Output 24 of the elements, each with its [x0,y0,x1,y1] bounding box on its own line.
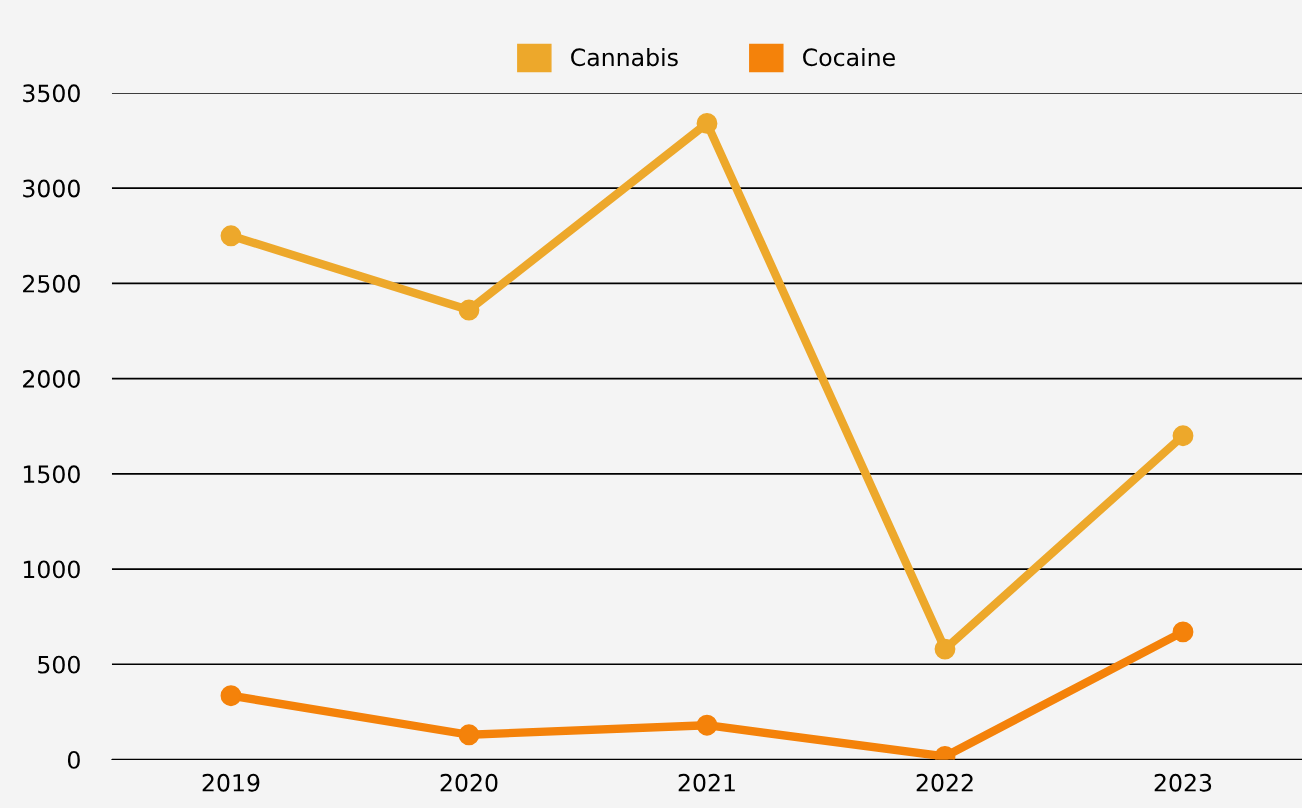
x-tick-label: 2021 [678,773,735,792]
point [696,112,718,134]
legend-label: Cannabis [571,47,678,67]
point [458,724,480,746]
x-tick-label: 2023 [1154,773,1212,792]
y-tick-label: 2000 [23,370,80,388]
x-tick-label: 2019 [202,773,260,792]
y-tick-label: 3000 [23,179,80,198]
legend-label: Cocaine [803,47,895,67]
point [1172,621,1194,643]
point [220,685,242,707]
point [220,225,242,247]
point [696,714,718,736]
y-tick-label: 500 [38,655,80,674]
x-tick-label: 2020 [440,773,498,792]
x-tick-label: 2022 [916,773,973,792]
y-tick-label: 3500 [23,84,80,103]
point [934,638,956,660]
y-tick-label: 1500 [23,465,80,484]
y-tick-label: 2500 [23,274,80,293]
point [1172,425,1194,447]
y-tick-label: 1000 [23,560,80,579]
y-tick-label: 0 [67,750,80,769]
point [458,299,480,321]
